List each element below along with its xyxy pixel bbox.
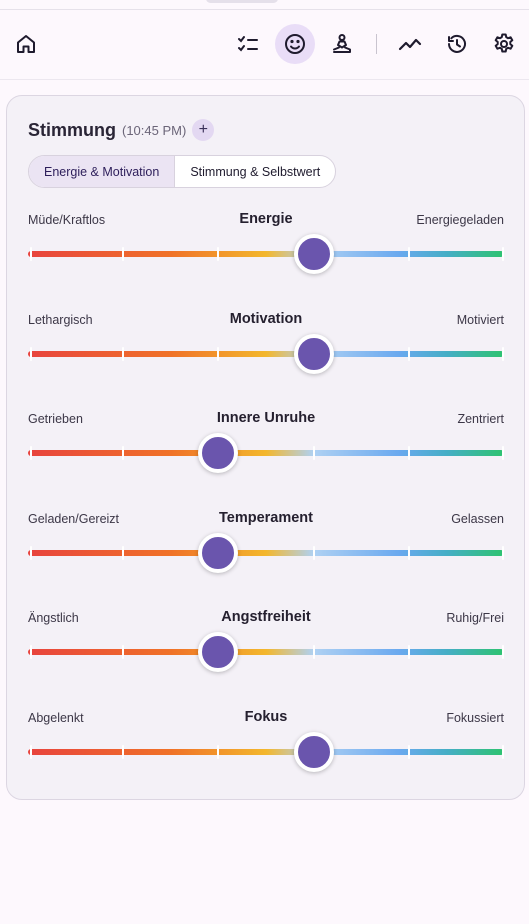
meditation-icon bbox=[333, 34, 351, 53]
slider-tick bbox=[312, 545, 315, 560]
slider-tick bbox=[30, 446, 32, 460]
slider-thumb[interactable] bbox=[198, 532, 239, 573]
meditation-button[interactable] bbox=[322, 24, 362, 64]
slider-row: Geladen/Gereizt Temperament Gelassen bbox=[28, 509, 504, 592]
slider-row: Müde/Kraftlos Energie Energiegeladen bbox=[28, 211, 504, 293]
slider-track[interactable] bbox=[28, 450, 504, 456]
slider-track[interactable] bbox=[28, 549, 504, 556]
gear-icon bbox=[494, 33, 514, 53]
slider-tick bbox=[122, 744, 125, 759]
slider-right-label: Gelassen bbox=[451, 511, 504, 526]
slider-title: Temperament bbox=[218, 509, 313, 526]
slider-thumb[interactable] bbox=[198, 632, 239, 672]
slider-tick bbox=[122, 645, 125, 659]
slider-tick bbox=[122, 545, 125, 560]
slider-left-label: Ängstlich bbox=[28, 611, 79, 625]
slider-tick bbox=[407, 645, 410, 659]
slider-title: Energie bbox=[239, 211, 293, 227]
slider-tick bbox=[407, 545, 410, 560]
slider-tick bbox=[217, 247, 220, 261]
top-strip bbox=[0, 0, 529, 10]
slider-thumb[interactable] bbox=[293, 731, 334, 772]
slider-tick bbox=[502, 346, 504, 361]
slider-left-label: Getrieben bbox=[28, 412, 83, 426]
slider-tick bbox=[502, 744, 504, 759]
slider-tick bbox=[122, 446, 125, 460]
slider-right-label: Motiviert bbox=[456, 312, 504, 327]
slider-tick bbox=[30, 346, 32, 361]
slider-tick bbox=[502, 645, 504, 659]
slider-thumb[interactable] bbox=[198, 433, 239, 473]
slider-right-label: Energiegeladen bbox=[416, 213, 504, 227]
slider-right-label: Zentriert bbox=[457, 412, 504, 426]
slider-track[interactable] bbox=[28, 251, 504, 257]
home-button[interactable] bbox=[6, 24, 46, 64]
slider-title: Angstfreiheit bbox=[221, 609, 311, 625]
slider-right-label: Fokussiert bbox=[446, 710, 504, 725]
entry-time: (10:45 PM) bbox=[122, 122, 187, 138]
home-icon bbox=[17, 35, 35, 53]
slider-row: Ängstlich Angstfreiheit Ruhig/Frei bbox=[28, 609, 504, 691]
card-header: Stimmung (10:45 PM) + bbox=[28, 118, 215, 142]
slider-row: Abgelenkt Fokus Fokussiert bbox=[28, 708, 504, 791]
checklist-button[interactable] bbox=[228, 24, 268, 64]
slider-left-label: Geladen/Gereizt bbox=[28, 511, 120, 526]
slider-thumb[interactable] bbox=[293, 333, 334, 374]
slider-title: Motivation bbox=[229, 310, 303, 327]
mood-button[interactable] bbox=[275, 24, 315, 64]
slider-tick bbox=[217, 744, 220, 759]
tab-energie-motivation[interactable]: Energie & Motivation bbox=[29, 156, 175, 187]
slider-tick bbox=[502, 446, 504, 460]
add-entry-button[interactable]: + bbox=[192, 119, 215, 141]
slider-title: Innere Unruhe bbox=[216, 410, 316, 426]
slider-track[interactable] bbox=[28, 350, 504, 357]
slider-right-label: Ruhig/Frei bbox=[446, 611, 504, 625]
slider-left-label: Abgelenkt bbox=[28, 710, 84, 725]
top-navigation bbox=[0, 10, 529, 80]
slider-tick bbox=[30, 744, 32, 759]
slider-tick bbox=[407, 446, 410, 460]
slider-row: Getrieben Innere Unruhe Zentriert bbox=[28, 410, 504, 492]
slider-tick bbox=[30, 247, 32, 261]
top-tab-indicator bbox=[206, 0, 278, 3]
checklist-icon bbox=[238, 36, 258, 52]
slider-tick bbox=[407, 247, 410, 261]
trends-button[interactable] bbox=[390, 24, 430, 64]
slider-left-label: Lethargisch bbox=[28, 312, 93, 327]
history-button[interactable] bbox=[437, 24, 477, 64]
slider-tick bbox=[312, 446, 315, 460]
slider-tick bbox=[122, 247, 125, 261]
slider-tick bbox=[502, 247, 504, 261]
slider-title: Fokus bbox=[244, 708, 288, 725]
nav-separator bbox=[376, 34, 377, 54]
category-tabs: Energie & Motivation Stimmung & Selbstwe… bbox=[28, 155, 337, 188]
settings-button[interactable] bbox=[484, 24, 524, 64]
slider-tick bbox=[122, 346, 125, 361]
card-title: Stimmung bbox=[28, 119, 116, 140]
mood-card: Stimmung (10:45 PM) + Energie & Motivati… bbox=[6, 95, 525, 800]
slider-row: Lethargisch Motivation Motiviert bbox=[28, 310, 504, 393]
slider-tick bbox=[312, 645, 315, 659]
trend-icon bbox=[398, 38, 422, 51]
slider-left-label: Müde/Kraftlos bbox=[28, 213, 106, 227]
tab-stimmung-selbstwert[interactable]: Stimmung & Selbstwert bbox=[174, 156, 335, 187]
history-icon bbox=[448, 34, 466, 53]
slider-tick bbox=[30, 545, 32, 560]
slider-track[interactable] bbox=[28, 649, 504, 655]
slider-tick bbox=[30, 645, 32, 659]
slider-tick bbox=[502, 545, 504, 560]
slider-track[interactable] bbox=[28, 748, 504, 755]
slider-tick bbox=[407, 346, 410, 361]
smiley-icon bbox=[285, 34, 305, 54]
slider-tick bbox=[217, 346, 220, 361]
slider-tick bbox=[407, 744, 410, 759]
slider-thumb[interactable] bbox=[293, 234, 334, 274]
